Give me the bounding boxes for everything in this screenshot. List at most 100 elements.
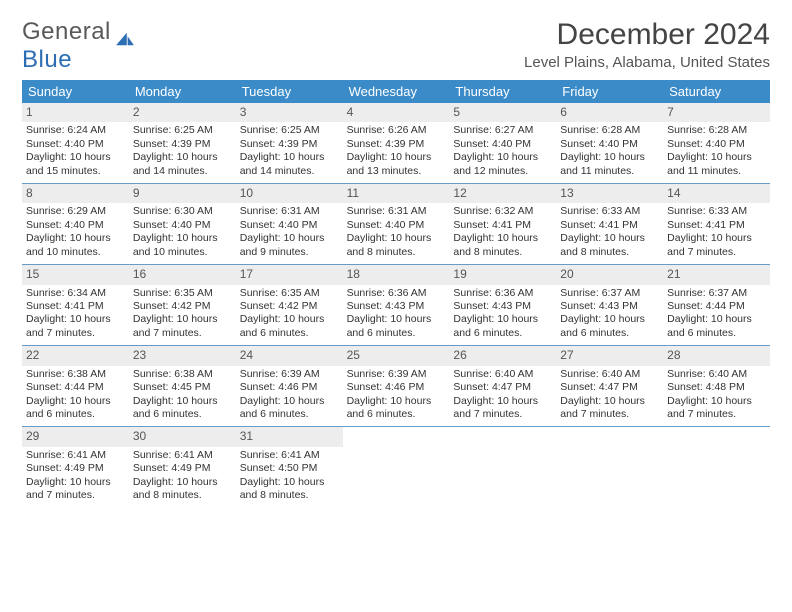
dayname-thursday: Thursday: [449, 80, 556, 103]
sunset-text: Sunset: 4:40 PM: [560, 138, 659, 151]
daylight-text: Daylight: 10 hours: [347, 313, 446, 326]
sunset-text: Sunset: 4:42 PM: [133, 300, 232, 313]
sunset-text: Sunset: 4:41 PM: [453, 219, 552, 232]
sunrise-text: Sunrise: 6:25 AM: [133, 124, 232, 137]
day-cell: 17Sunrise: 6:35 AMSunset: 4:42 PMDayligh…: [236, 265, 343, 345]
dayname-tuesday: Tuesday: [236, 80, 343, 103]
daylight-text: and 7 minutes.: [133, 327, 232, 340]
sunset-text: Sunset: 4:49 PM: [133, 462, 232, 475]
dayname-wednesday: Wednesday: [343, 80, 450, 103]
sunrise-text: Sunrise: 6:36 AM: [347, 287, 446, 300]
sunrise-text: Sunrise: 6:26 AM: [347, 124, 446, 137]
sunset-text: Sunset: 4:39 PM: [133, 138, 232, 151]
sunset-text: Sunset: 4:48 PM: [667, 381, 766, 394]
header: General Blue December 2024 Level Plains,…: [22, 18, 770, 74]
daylight-text: Daylight: 10 hours: [560, 395, 659, 408]
empty-cell: [663, 427, 770, 507]
daylight-text: and 12 minutes.: [453, 165, 552, 178]
sunrise-text: Sunrise: 6:41 AM: [133, 449, 232, 462]
day-cell: 30Sunrise: 6:41 AMSunset: 4:49 PMDayligh…: [129, 427, 236, 507]
daylight-text: and 8 minutes.: [133, 489, 232, 502]
sunrise-text: Sunrise: 6:25 AM: [240, 124, 339, 137]
sunrise-text: Sunrise: 6:40 AM: [560, 368, 659, 381]
day-cell: 29Sunrise: 6:41 AMSunset: 4:49 PMDayligh…: [22, 427, 129, 507]
daylight-text: and 6 minutes.: [453, 327, 552, 340]
sunrise-text: Sunrise: 6:29 AM: [26, 205, 125, 218]
daylight-text: and 8 minutes.: [453, 246, 552, 259]
day-number: 25: [343, 346, 450, 365]
day-cell: 23Sunrise: 6:38 AMSunset: 4:45 PMDayligh…: [129, 346, 236, 426]
daylight-text: and 13 minutes.: [347, 165, 446, 178]
daylight-text: Daylight: 10 hours: [240, 476, 339, 489]
day-number: 12: [449, 184, 556, 203]
daylight-text: and 6 minutes.: [133, 408, 232, 421]
sunset-text: Sunset: 4:40 PM: [453, 138, 552, 151]
sunrise-text: Sunrise: 6:39 AM: [240, 368, 339, 381]
sunrise-text: Sunrise: 6:41 AM: [26, 449, 125, 462]
day-number: 13: [556, 184, 663, 203]
daylight-text: Daylight: 10 hours: [26, 395, 125, 408]
empty-cell: [556, 427, 663, 507]
sunset-text: Sunset: 4:46 PM: [347, 381, 446, 394]
logo-sail-icon: [114, 31, 136, 47]
sunset-text: Sunset: 4:43 PM: [560, 300, 659, 313]
day-number: 24: [236, 346, 343, 365]
day-cell: 10Sunrise: 6:31 AMSunset: 4:40 PMDayligh…: [236, 184, 343, 264]
sunset-text: Sunset: 4:42 PM: [240, 300, 339, 313]
daylight-text: Daylight: 10 hours: [26, 232, 125, 245]
daylight-text: Daylight: 10 hours: [453, 395, 552, 408]
day-cell: 27Sunrise: 6:40 AMSunset: 4:47 PMDayligh…: [556, 346, 663, 426]
day-cell: 5Sunrise: 6:27 AMSunset: 4:40 PMDaylight…: [449, 103, 556, 183]
sunset-text: Sunset: 4:41 PM: [26, 300, 125, 313]
sunset-text: Sunset: 4:43 PM: [453, 300, 552, 313]
sunrise-text: Sunrise: 6:40 AM: [667, 368, 766, 381]
location: Level Plains, Alabama, United States: [524, 54, 770, 71]
dayname-monday: Monday: [129, 80, 236, 103]
dayname-row: SundayMondayTuesdayWednesdayThursdayFrid…: [22, 80, 770, 103]
day-cell: 22Sunrise: 6:38 AMSunset: 4:44 PMDayligh…: [22, 346, 129, 426]
daylight-text: and 8 minutes.: [240, 489, 339, 502]
daylight-text: and 14 minutes.: [240, 165, 339, 178]
daylight-text: and 11 minutes.: [667, 165, 766, 178]
day-cell: 1Sunrise: 6:24 AMSunset: 4:40 PMDaylight…: [22, 103, 129, 183]
daylight-text: Daylight: 10 hours: [347, 232, 446, 245]
daylight-text: and 6 minutes.: [240, 327, 339, 340]
day-cell: 24Sunrise: 6:39 AMSunset: 4:46 PMDayligh…: [236, 346, 343, 426]
sunset-text: Sunset: 4:40 PM: [667, 138, 766, 151]
week-row: 29Sunrise: 6:41 AMSunset: 4:49 PMDayligh…: [22, 427, 770, 507]
sunrise-text: Sunrise: 6:39 AM: [347, 368, 446, 381]
daylight-text: and 14 minutes.: [133, 165, 232, 178]
daylight-text: and 7 minutes.: [667, 408, 766, 421]
day-number: 6: [556, 103, 663, 122]
daylight-text: and 15 minutes.: [26, 165, 125, 178]
dayname-friday: Friday: [556, 80, 663, 103]
sunset-text: Sunset: 4:49 PM: [26, 462, 125, 475]
day-number: 17: [236, 265, 343, 284]
daylight-text: Daylight: 10 hours: [667, 313, 766, 326]
sunrise-text: Sunrise: 6:38 AM: [133, 368, 232, 381]
sunset-text: Sunset: 4:40 PM: [26, 219, 125, 232]
daylight-text: Daylight: 10 hours: [26, 476, 125, 489]
daylight-text: Daylight: 10 hours: [667, 151, 766, 164]
day-cell: 9Sunrise: 6:30 AMSunset: 4:40 PMDaylight…: [129, 184, 236, 264]
sunrise-text: Sunrise: 6:28 AM: [560, 124, 659, 137]
logo-word1: General: [22, 18, 111, 45]
day-cell: 26Sunrise: 6:40 AMSunset: 4:47 PMDayligh…: [449, 346, 556, 426]
sunrise-text: Sunrise: 6:32 AM: [453, 205, 552, 218]
day-number: 3: [236, 103, 343, 122]
day-cell: 4Sunrise: 6:26 AMSunset: 4:39 PMDaylight…: [343, 103, 450, 183]
day-number: 10: [236, 184, 343, 203]
day-cell: 15Sunrise: 6:34 AMSunset: 4:41 PMDayligh…: [22, 265, 129, 345]
day-cell: 2Sunrise: 6:25 AMSunset: 4:39 PMDaylight…: [129, 103, 236, 183]
day-number: 15: [22, 265, 129, 284]
sunrise-text: Sunrise: 6:37 AM: [560, 287, 659, 300]
daylight-text: Daylight: 10 hours: [240, 151, 339, 164]
daylight-text: and 6 minutes.: [560, 327, 659, 340]
day-cell: 20Sunrise: 6:37 AMSunset: 4:43 PMDayligh…: [556, 265, 663, 345]
sunrise-text: Sunrise: 6:35 AM: [133, 287, 232, 300]
daylight-text: Daylight: 10 hours: [347, 395, 446, 408]
sunset-text: Sunset: 4:50 PM: [240, 462, 339, 475]
day-number: 22: [22, 346, 129, 365]
logo-word2: Blue: [22, 46, 72, 73]
sunrise-text: Sunrise: 6:36 AM: [453, 287, 552, 300]
